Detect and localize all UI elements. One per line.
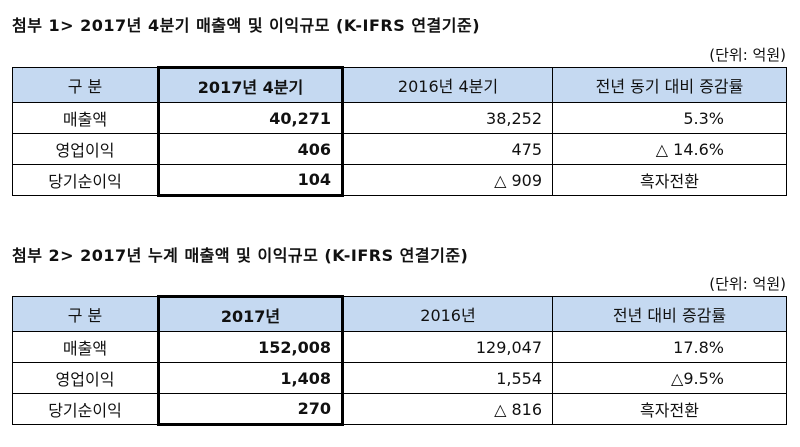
section1-title: 첨부 1> 2017년 4분기 매출액 및 이익규모 (K-IFRS 연결기준)	[12, 16, 481, 35]
previous-value: 475	[342, 133, 553, 165]
table-row: 매출액 40,271 38,252 5.3%	[12, 102, 787, 134]
row-label: 영업이익	[12, 362, 159, 394]
previous-value: 38,252	[342, 102, 553, 134]
change-value: △9.5%	[552, 362, 787, 394]
change-value: △ 14.6%	[552, 133, 787, 165]
current-value: 40,271	[157, 102, 344, 134]
previous-value: 129,047	[342, 331, 553, 363]
current-value: 406	[157, 133, 344, 165]
row-label: 매출액	[12, 102, 159, 134]
table-header-row: 구 분 2017년 2016년 전년 대비 증감률	[12, 295, 787, 332]
table-q4-results: 구 분 2017년 4분기 2016년 4분기 전년 동기 대비 증감률 매출액…	[12, 66, 787, 197]
header-change: 전년 대비 증감률	[552, 296, 787, 332]
section2-title: 첨부 2> 2017년 누계 매출액 및 이익규모 (K-IFRS 연결기준)	[12, 246, 469, 265]
header-previous: 2016년 4분기	[342, 67, 553, 103]
row-label: 영업이익	[12, 133, 159, 165]
current-value: 270	[157, 393, 344, 426]
row-label: 당기순이익	[12, 164, 159, 196]
header-previous: 2016년	[342, 296, 553, 332]
current-value: 1,408	[157, 362, 344, 394]
section2-unit-label: (단위: 억원)	[709, 275, 786, 293]
table-row: 당기순이익 270 △ 816 흑자전환	[12, 393, 787, 426]
previous-value: △ 909	[342, 164, 553, 196]
header-category: 구 분	[12, 67, 159, 103]
previous-value: 1,554	[342, 362, 553, 394]
previous-value: △ 816	[342, 393, 553, 425]
current-value: 104	[157, 164, 344, 197]
change-value: 5.3%	[552, 102, 787, 134]
change-value: 흑자전환	[552, 164, 787, 196]
table-annual-results: 구 분 2017년 2016년 전년 대비 증감률 매출액 152,008 12…	[12, 295, 787, 426]
table-row: 영업이익 1,408 1,554 △9.5%	[12, 362, 787, 394]
table-row: 영업이익 406 475 △ 14.6%	[12, 133, 787, 165]
current-value: 152,008	[157, 331, 344, 363]
change-value: 흑자전환	[552, 393, 787, 425]
table-row: 매출액 152,008 129,047 17.8%	[12, 331, 787, 363]
row-label: 당기순이익	[12, 393, 159, 425]
section1-unit-label: (단위: 억원)	[709, 46, 786, 64]
header-change: 전년 동기 대비 증감률	[552, 67, 787, 103]
table-row: 당기순이익 104 △ 909 흑자전환	[12, 164, 787, 197]
table-header-row: 구 분 2017년 4분기 2016년 4분기 전년 동기 대비 증감률	[12, 66, 787, 103]
change-value: 17.8%	[552, 331, 787, 363]
header-current: 2017년 4분기	[157, 66, 344, 103]
header-current: 2017년	[157, 295, 344, 332]
row-label: 매출액	[12, 331, 159, 363]
header-category: 구 분	[12, 296, 159, 332]
